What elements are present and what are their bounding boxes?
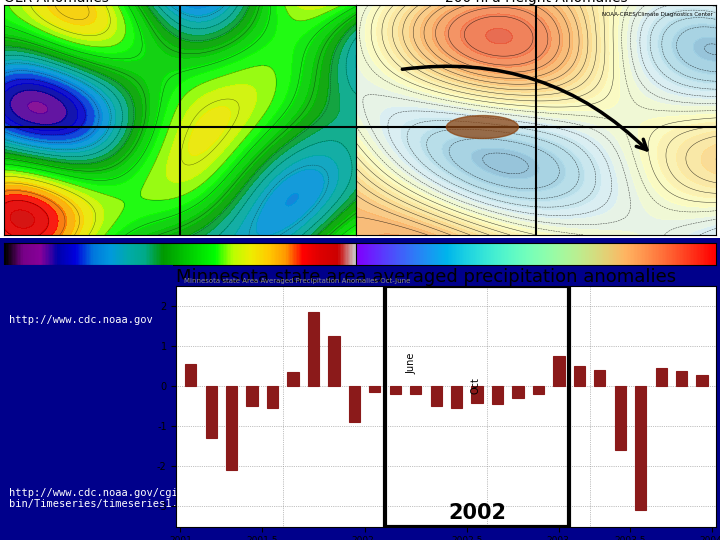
Text: http://www.cdc.noaa.gov/cgi-
bin/Timeseries/timeseries1.pl: http://www.cdc.noaa.gov/cgi- bin/Timeser… [9,488,190,510]
Bar [553,356,564,386]
Bar [513,386,523,399]
Text: http://www.cdc.noaa.gov: http://www.cdc.noaa.gov [9,315,153,325]
Bar [594,370,606,386]
Bar [348,386,360,422]
Bar [308,312,319,386]
Bar [226,386,238,470]
Title: 200 hPa Height Anomalies: 200 hPa Height Anomalies [445,0,628,5]
FancyArrowPatch shape [402,66,647,150]
Bar [328,336,340,386]
Bar [696,375,708,386]
Bar [615,386,626,450]
Bar [205,386,217,438]
Bar [635,386,647,510]
Bar [185,364,197,386]
Bar [385,286,569,526]
Text: 2002: 2002 [448,503,506,523]
Bar [676,371,688,386]
Bar [472,386,482,403]
Bar [533,386,544,394]
Ellipse shape [446,116,518,139]
Text: NOAA-CIRES/Climate Diagnostics Center: NOAA-CIRES/Climate Diagnostics Center [602,12,713,17]
Text: Minnesota state Area Averaged Precipitation Anomalies Oct-June: Minnesota state Area Averaged Precipitat… [184,278,410,284]
Text: OLR Anomalies: OLR Anomalies [4,0,109,5]
Bar [287,372,299,386]
Text: Oct: Oct [470,377,480,394]
Bar [390,386,401,394]
Bar [492,386,503,404]
Bar [431,386,442,407]
Bar [410,386,421,394]
Bar [451,386,462,408]
Text: June: June [407,353,417,374]
Bar [369,386,380,393]
Bar [267,386,278,408]
Bar [655,368,667,386]
Text: Minnesota state area averaged precipitation anomalies: Minnesota state area averaged precipitat… [176,268,677,286]
Bar [574,366,585,386]
Bar [246,386,258,407]
